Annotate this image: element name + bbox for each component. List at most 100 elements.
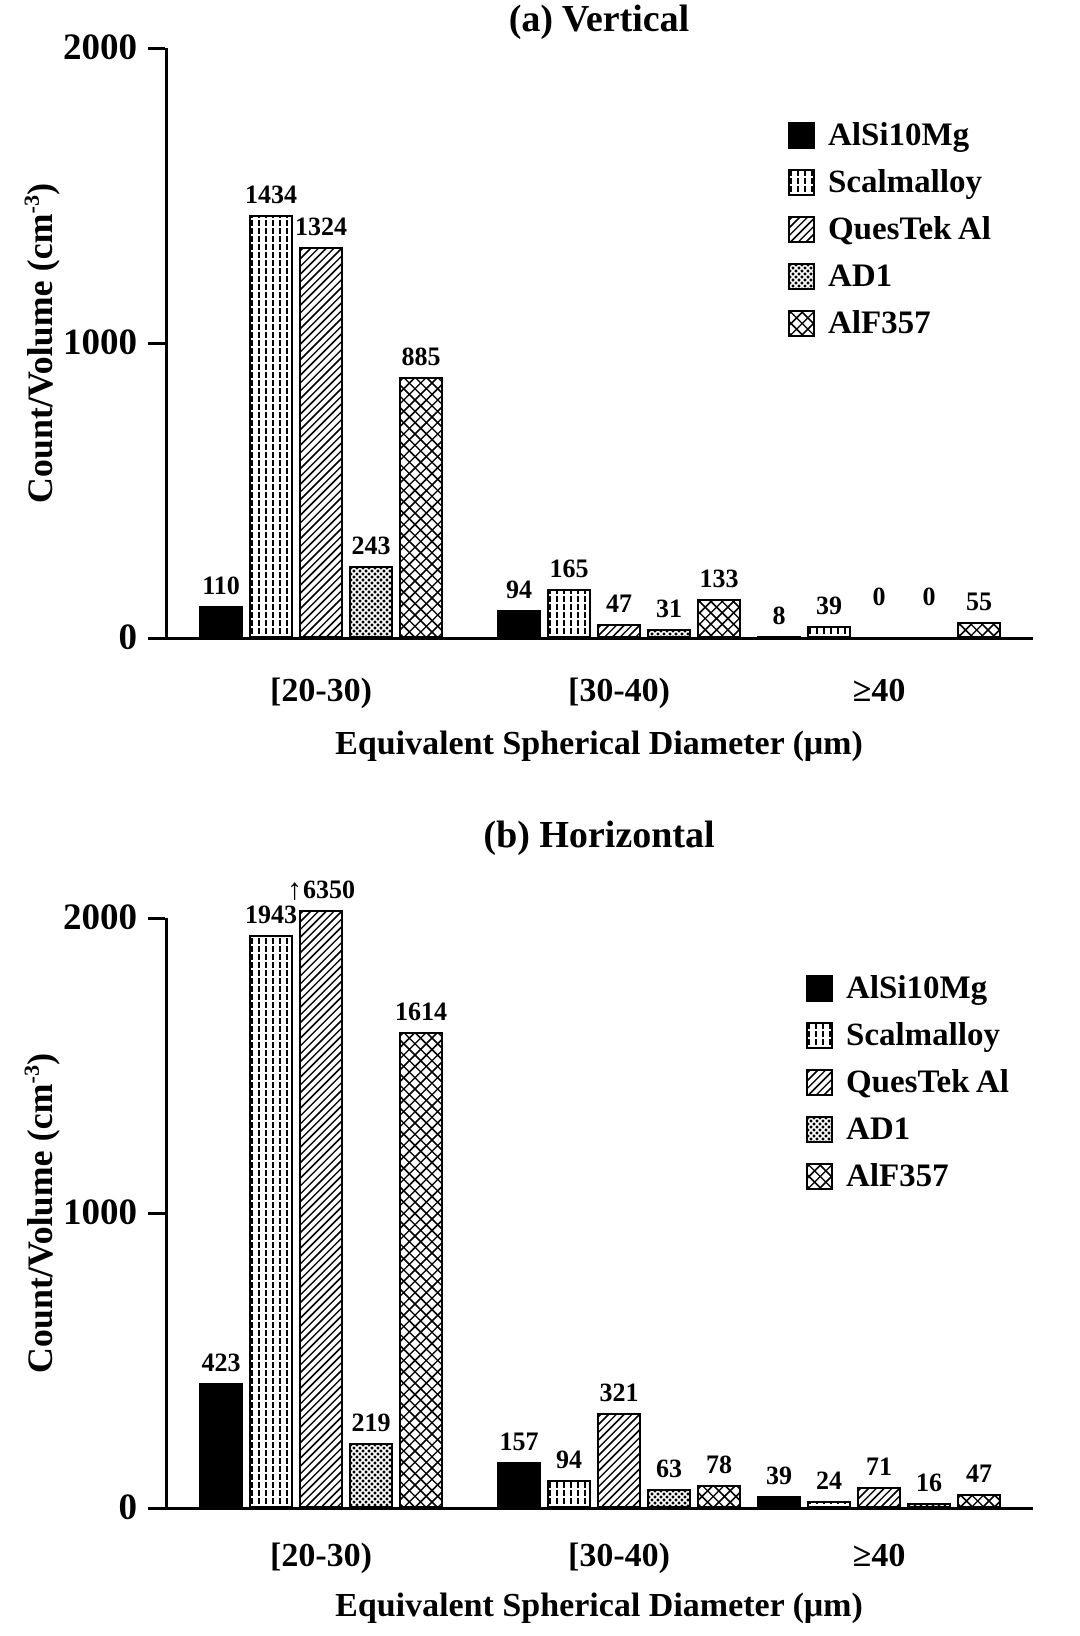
bar: [957, 622, 1001, 638]
x-tick-label: ≥40: [852, 1537, 906, 1574]
bar-value-label: 78: [706, 1450, 732, 1479]
legend-swatch: [806, 1116, 833, 1143]
bar: [807, 626, 851, 638]
bar-value-label: 63: [656, 1454, 682, 1483]
x-tick-label: ≥40: [852, 672, 906, 709]
bar-value-label: 71: [866, 1452, 892, 1481]
y-axis-title-close: ): [20, 182, 61, 195]
bar-value-label: 31: [656, 594, 682, 623]
bar-cell: 94: [497, 48, 541, 638]
y-axis-line: [165, 48, 168, 638]
bar-group: 110 1434 1324 243 885: [199, 48, 443, 638]
bar-cell: 321: [597, 918, 641, 1508]
bar-value-label: 219: [351, 1408, 391, 1437]
bar-value-label: 1434: [245, 180, 297, 209]
y-axis-title-close: ): [20, 1052, 61, 1065]
x-axis-title: Equivalent Spherical Diameter (μm): [335, 1587, 863, 1624]
y-tick-mark: [148, 1506, 165, 1510]
y-tick-mark: [148, 341, 165, 345]
bar: [647, 1489, 691, 1508]
bar: [957, 1494, 1001, 1508]
bar: [757, 1496, 801, 1508]
x-axis-line: [165, 636, 1033, 640]
bar-value-label: 1614: [395, 997, 447, 1026]
legend-swatch: [806, 1022, 833, 1049]
legend-item-label: QuesTek Al: [846, 1064, 1009, 1100]
y-axis-title-superscript: -3: [19, 194, 45, 214]
legend-item: AD1: [788, 253, 991, 300]
legend-item: QuesTek Al: [806, 1059, 1009, 1106]
bar-value-label: 1943: [245, 900, 297, 929]
bar-value-label: 0: [872, 582, 886, 611]
x-tick-label: [20-30): [270, 672, 372, 709]
legend-item-label: AD1: [846, 1111, 911, 1147]
y-tick-mark: [148, 916, 165, 920]
legend-swatch: [806, 1163, 833, 1190]
bar-cell: 63: [647, 918, 691, 1508]
y-tick-label: 0: [118, 617, 138, 658]
bar-value-label: 24: [816, 1466, 842, 1495]
legend-item: AlSi10Mg: [806, 965, 1009, 1012]
bar: [299, 910, 343, 1508]
bar-value-label: 47: [966, 1459, 992, 1488]
bar: [857, 1487, 901, 1508]
bar: [697, 1485, 741, 1508]
legend-swatch: [788, 122, 815, 149]
bar-cell: 31: [647, 48, 691, 638]
legend-swatch: [788, 263, 815, 290]
off-scale-arrow-icon: ↑: [287, 873, 302, 906]
bar-cell: 110: [199, 48, 243, 638]
legend: AlSi10Mg Scalmalloy QuesTek Al AD1 AlF357: [788, 112, 991, 347]
y-tick-mark: [148, 636, 165, 640]
y-tick-label: 0: [118, 1487, 138, 1528]
bar-cell: 243: [349, 48, 393, 638]
bar-cell: 24: [807, 918, 851, 1508]
bar-value-label: 1324: [295, 212, 347, 241]
bar-group: 423 1943 ↑6350 219 1614: [199, 875, 447, 1508]
bar: [907, 1503, 951, 1508]
bar: [399, 1032, 443, 1508]
y-tick-label: 1000: [63, 1192, 137, 1233]
bar-value-label: 885: [401, 342, 441, 371]
legend-item-label: Scalmalloy: [828, 164, 982, 200]
legend: AlSi10Mg Scalmalloy QuesTek Al AD1 AlF357: [806, 965, 1009, 1200]
legend-item-label: AlSi10Mg: [846, 970, 988, 1006]
bar-cell: 1434: [245, 48, 297, 638]
bar-value-label: 8: [772, 601, 786, 630]
bar: [547, 589, 591, 638]
bar-cell: 16: [907, 918, 951, 1508]
bar-value-label: 16: [916, 1468, 942, 1497]
bar-cell: 423: [199, 918, 243, 1508]
bar-value-label: 39: [766, 1461, 792, 1490]
bar-cell: 219: [349, 918, 393, 1508]
legend-item: AlF357: [788, 300, 991, 347]
bar-cell: 71: [857, 918, 901, 1508]
bar: [399, 377, 443, 638]
bar-cell: 1324: [295, 48, 347, 638]
legend-swatch: [788, 216, 815, 243]
bar: [757, 636, 801, 638]
bar-value-label: 110: [202, 571, 240, 600]
bar-cell: 39: [807, 48, 851, 638]
legend-item-label: QuesTek Al: [828, 211, 991, 247]
bar: [547, 1480, 591, 1508]
plot-area: 2000 1000 0 423 1943 ↑6350 219 1614 157 94 321 63 78…: [63, 875, 1033, 1528]
chart-panel-b-horizontal: (b) Horizontal Count/Volume (cm-3) 2000 1…: [0, 800, 1080, 1636]
bar-value-label: 133: [699, 564, 739, 593]
legend-item: Scalmalloy: [806, 1012, 1009, 1059]
bar-cell: 78: [697, 918, 741, 1508]
bar-value-label: 0: [922, 582, 936, 611]
bar-group: 157 94 321 63 78: [497, 918, 741, 1508]
bar: [349, 1443, 393, 1508]
chart-title: (b) Horizontal: [483, 814, 715, 856]
bar-value-label: 157: [499, 1427, 539, 1456]
bar-value-label: 39: [816, 591, 842, 620]
bar: [199, 606, 243, 638]
bar: [249, 935, 293, 1508]
legend-swatch: [788, 310, 815, 337]
legend-item: AlF357: [806, 1153, 1009, 1200]
bar-value-label: 94: [556, 1445, 582, 1474]
chart-title: (a) Vertical: [508, 0, 690, 40]
bar: [199, 1383, 243, 1508]
bar: [807, 1501, 851, 1508]
